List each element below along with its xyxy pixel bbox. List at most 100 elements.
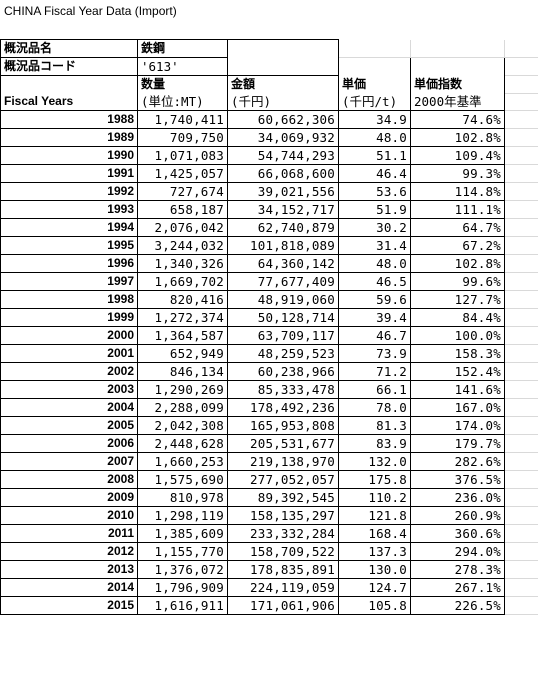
- year-cell[interactable]: 2003: [0, 380, 138, 399]
- amount-cell[interactable]: 54,744,293: [227, 146, 339, 165]
- unit-price-cell[interactable]: 73.9: [338, 344, 411, 363]
- quantity-cell[interactable]: 1,796,909: [137, 578, 228, 597]
- unit-price-cell[interactable]: 81.3: [338, 416, 411, 435]
- quantity-cell[interactable]: 658,187: [137, 200, 228, 219]
- year-cell[interactable]: 1992: [0, 182, 138, 201]
- empty-cell[interactable]: [504, 452, 538, 471]
- empty-cell[interactable]: [504, 182, 538, 201]
- amount-cell[interactable]: 39,021,556: [227, 182, 339, 201]
- unit-price-cell[interactable]: 51.9: [338, 200, 411, 219]
- index-cell[interactable]: 267.1%: [410, 578, 505, 597]
- index-cell[interactable]: 179.7%: [410, 434, 505, 453]
- index-cell[interactable]: 111.1%: [410, 200, 505, 219]
- amount-unit-header[interactable]: (千円): [227, 93, 339, 111]
- quantity-cell[interactable]: 1,669,702: [137, 272, 228, 291]
- year-cell[interactable]: 1989: [0, 128, 138, 147]
- year-cell[interactable]: 1991: [0, 164, 138, 183]
- item-name-label[interactable]: 概況品名: [0, 39, 138, 58]
- amount-cell[interactable]: 158,709,522: [227, 542, 339, 561]
- amount-header[interactable]: 金額: [227, 75, 339, 93]
- unit-price-cell[interactable]: 124.7: [338, 578, 411, 597]
- amount-cell[interactable]: 62,740,879: [227, 218, 339, 237]
- index-cell[interactable]: 67.2%: [410, 236, 505, 255]
- unit-price-cell[interactable]: 71.2: [338, 362, 411, 381]
- quantity-cell[interactable]: 2,448,628: [137, 434, 228, 453]
- empty-cell[interactable]: [410, 57, 505, 76]
- amount-cell[interactable]: 64,360,142: [227, 254, 339, 273]
- empty-cell[interactable]: [504, 560, 538, 579]
- quantity-cell[interactable]: 2,288,099: [137, 398, 228, 417]
- empty-cell[interactable]: [504, 254, 538, 273]
- unit-price-cell[interactable]: 59.6: [338, 290, 411, 309]
- quantity-cell[interactable]: 1,340,326: [137, 254, 228, 273]
- amount-cell[interactable]: 219,138,970: [227, 452, 339, 471]
- year-cell[interactable]: 2012: [0, 542, 138, 561]
- year-cell[interactable]: 2005: [0, 416, 138, 435]
- unit-price-cell[interactable]: 83.9: [338, 434, 411, 453]
- quantity-cell[interactable]: 1,425,057: [137, 164, 228, 183]
- index-cell[interactable]: 84.4%: [410, 308, 505, 327]
- empty-cell[interactable]: [227, 39, 339, 58]
- unit-price-cell[interactable]: 31.4: [338, 236, 411, 255]
- index-cell[interactable]: 278.3%: [410, 560, 505, 579]
- unit-price-cell[interactable]: 105.8: [338, 596, 411, 615]
- empty-cell[interactable]: [504, 398, 538, 417]
- unit-price-cell[interactable]: 39.4: [338, 308, 411, 327]
- unit-price-cell[interactable]: 46.7: [338, 326, 411, 345]
- unit-price-cell[interactable]: 46.5: [338, 272, 411, 291]
- empty-cell[interactable]: [504, 200, 538, 219]
- quantity-cell[interactable]: 1,660,253: [137, 452, 228, 471]
- quantity-cell[interactable]: 1,616,911: [137, 596, 228, 615]
- index-cell[interactable]: 102.8%: [410, 254, 505, 273]
- year-cell[interactable]: 1988: [0, 110, 138, 129]
- amount-cell[interactable]: 165,953,808: [227, 416, 339, 435]
- empty-cell[interactable]: [410, 39, 505, 58]
- unit-price-cell[interactable]: 130.0: [338, 560, 411, 579]
- empty-cell[interactable]: [504, 164, 538, 183]
- year-cell[interactable]: 2011: [0, 524, 138, 543]
- quantity-cell[interactable]: 1,298,119: [137, 506, 228, 525]
- amount-cell[interactable]: 60,662,306: [227, 110, 339, 129]
- quantity-cell[interactable]: 810,978: [137, 488, 228, 507]
- index-cell[interactable]: 99.6%: [410, 272, 505, 291]
- year-cell[interactable]: 1997: [0, 272, 138, 291]
- item-code-value[interactable]: '613': [137, 57, 228, 76]
- amount-cell[interactable]: 48,919,060: [227, 290, 339, 309]
- index-cell[interactable]: 167.0%: [410, 398, 505, 417]
- empty-cell[interactable]: [504, 218, 538, 237]
- index-cell[interactable]: 109.4%: [410, 146, 505, 165]
- index-cell[interactable]: 226.5%: [410, 596, 505, 615]
- empty-cell[interactable]: [0, 75, 138, 93]
- empty-cell[interactable]: [504, 128, 538, 147]
- year-cell[interactable]: 2014: [0, 578, 138, 597]
- empty-cell[interactable]: [338, 57, 411, 76]
- empty-cell[interactable]: [504, 542, 538, 561]
- quantity-cell[interactable]: 1,071,083: [137, 146, 228, 165]
- year-cell[interactable]: 2007: [0, 452, 138, 471]
- index-cell[interactable]: 260.9%: [410, 506, 505, 525]
- amount-cell[interactable]: 85,333,478: [227, 380, 339, 399]
- index-cell[interactable]: 152.4%: [410, 362, 505, 381]
- unit-price-cell[interactable]: 168.4: [338, 524, 411, 543]
- empty-cell[interactable]: [504, 110, 538, 129]
- item-name-value[interactable]: 鉄鋼: [137, 39, 228, 58]
- index-cell[interactable]: 282.6%: [410, 452, 505, 471]
- year-cell[interactable]: 2002: [0, 362, 138, 381]
- year-cell[interactable]: 2010: [0, 506, 138, 525]
- empty-cell[interactable]: [504, 434, 538, 453]
- quantity-cell[interactable]: 652,949: [137, 344, 228, 363]
- amount-cell[interactable]: 224,119,059: [227, 578, 339, 597]
- amount-cell[interactable]: 48,259,523: [227, 344, 339, 363]
- quantity-cell[interactable]: 2,076,042: [137, 218, 228, 237]
- empty-cell[interactable]: [504, 488, 538, 507]
- quantity-unit-header[interactable]: (単位:MT): [137, 93, 228, 111]
- empty-cell[interactable]: [504, 308, 538, 327]
- quantity-cell[interactable]: 1,290,269: [137, 380, 228, 399]
- quantity-cell[interactable]: 820,416: [137, 290, 228, 309]
- empty-cell[interactable]: [504, 596, 538, 615]
- empty-cell[interactable]: [504, 75, 538, 94]
- index-cell[interactable]: 174.0%: [410, 416, 505, 435]
- empty-cell[interactable]: [504, 524, 538, 543]
- amount-cell[interactable]: 158,135,297: [227, 506, 339, 525]
- year-cell[interactable]: 1999: [0, 308, 138, 327]
